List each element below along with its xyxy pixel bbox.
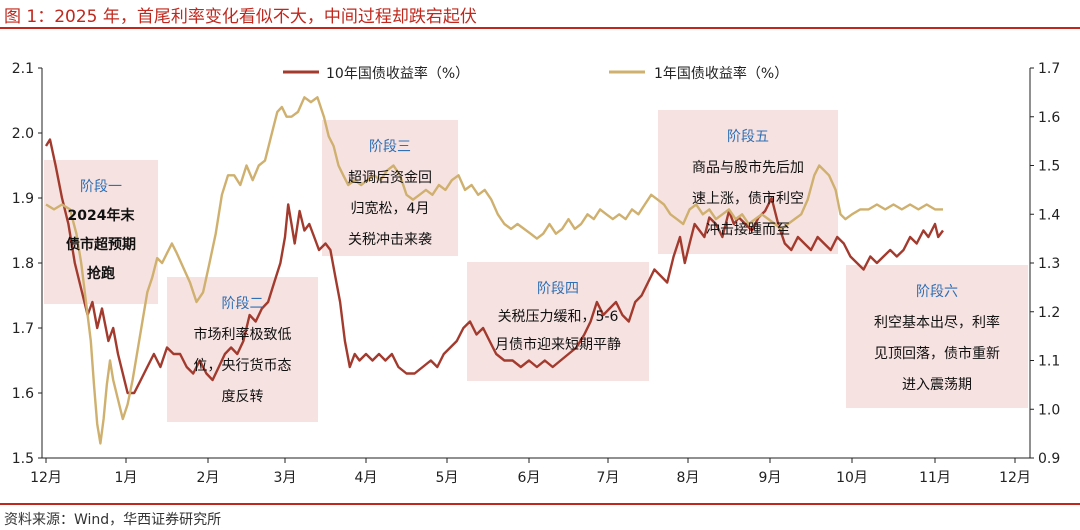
y-tick-label-left: 2.0 [12,126,34,142]
annotation-box-1 [44,160,158,304]
annotation-line: 2024年末 [68,207,136,224]
y-tick-label-right: 1.5 [1038,159,1060,175]
annotation-box-3 [322,120,458,256]
y-tick-label-left: 1.5 [12,451,34,467]
y-tick-label-right: 1.2 [1038,305,1060,321]
x-tick-label: 12月 [999,470,1031,486]
annotation-box-5 [658,110,838,254]
y-tick-label-right: 1.1 [1038,354,1060,370]
x-tick-label: 8月 [677,470,700,486]
y-tick-label-right: 1.6 [1038,110,1060,126]
annotation-line: 债市超预期 [66,236,136,253]
annotation-line: 商品与股市先后加 [692,159,804,176]
plot-area [44,96,944,445]
y-tick-label-right: 1.3 [1038,256,1060,272]
top-rule [0,27,1080,29]
y-tick-label-right: 1.7 [1038,61,1060,77]
annotation-line: 超调后资金回 [348,170,432,186]
series-10y-line [44,138,944,395]
source-note: 资料来源：Wind，华西证券研究所 [4,512,222,528]
annotation-title-5: 阶段五 [727,129,769,145]
annotation-boxes [44,110,1028,422]
annotation-line: 关税冲击来袭 [348,232,432,248]
annotation-line: 市场利率极致低 [194,326,292,343]
annotation-line: 关税压力缓和，5-6 [498,309,619,325]
x-tick-label: 2月 [197,470,220,486]
annotation-title-6: 阶段六 [916,284,958,300]
annotation-box-2 [167,277,318,422]
annotation-line: 冲击接踵而至 [706,221,790,238]
bottom-rule [0,503,1080,505]
y-tick-label-right: 1.4 [1038,207,1060,223]
annotation-line: 月债市迎来短期平静 [495,336,621,353]
annotation-line: 位，央行货币态 [194,357,292,374]
annotation-line: 归宽松，4月 [351,200,430,217]
annotation-line: 度反转 [222,389,264,405]
annotation-line: 利空基本出尽，利率 [874,314,1000,331]
figure-title: 图 1：2025 年，首尾利率变化看似不大，中间过程却跌宕起伏 [4,7,477,27]
annotation-title-1: 阶段一 [80,179,122,195]
x-tick-label: 7月 [597,470,620,486]
axes: 1.5 1.6 1.7 1.8 1.9 2.0 2.1 0.9 1.0 1.1 1.2 1.3 1.4 1… [12,61,1061,486]
x-tick-label: 4月 [355,470,378,486]
series-1y-line [45,96,943,445]
annotation-title-3: 阶段三 [369,139,411,155]
x-tick-label: 1月 [115,470,138,486]
y-tick-label-left: 1.9 [12,191,34,207]
x-tick-label: 6月 [518,470,541,486]
annotation-title-4: 阶段四 [537,281,579,297]
legend-label-1: 10年国债收益率（%） [326,65,469,82]
annotation-line: 速上涨，债市利空 [692,190,804,207]
y-tick-label-left: 2.1 [12,61,34,77]
annotation-line: 见顶回落，债市重新 [874,345,1000,362]
legend-label-2: 1年国债收益率（%） [654,65,788,82]
x-tick-label: 5月 [436,470,459,486]
annotation-box-6 [846,265,1028,408]
x-tick-label: 9月 [759,470,782,486]
annotation-line: 抢跑 [87,265,115,282]
y-tick-label-left: 1.8 [12,256,34,272]
x-tick-label: 10月 [836,470,868,486]
chart: 1.5 1.6 1.7 1.8 1.9 2.0 2.1 0.9 1.0 1.1 1.2 1.3 1.4 1… [12,61,1061,486]
x-tick-label: 3月 [274,470,297,486]
y-tick-label-right: 0.9 [1038,451,1060,467]
annotation-line: 进入震荡期 [902,377,972,393]
y-tick-label-left: 1.6 [12,386,34,402]
legend: 10年国债收益率（%） 1年国债收益率（%） [283,65,788,82]
annotation-title-2: 阶段二 [222,296,264,312]
y-tick-label-left: 1.7 [12,321,34,337]
y-tick-label-right: 1.0 [1038,402,1060,418]
x-tick-label: 12月 [30,470,62,486]
x-tick-label: 11月 [919,470,951,486]
